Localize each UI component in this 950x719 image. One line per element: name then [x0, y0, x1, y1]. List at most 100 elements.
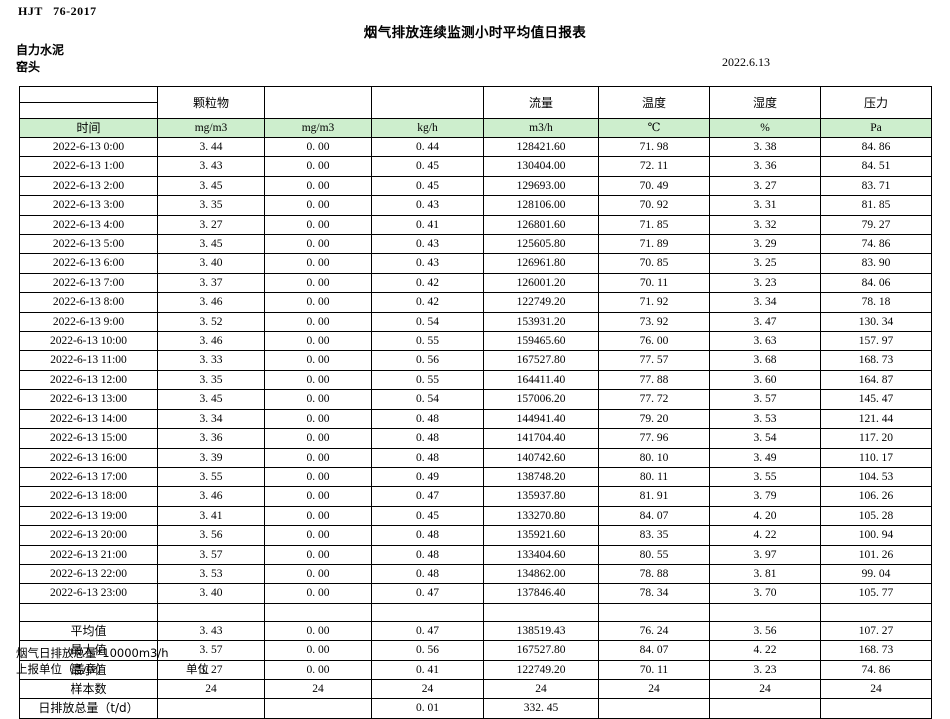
cell-temperature: 76. 00 — [598, 331, 710, 352]
cell-pressure: 79. 27 — [820, 214, 932, 236]
table-row: 2022-6-13 19:00 3. 41 0. 00 0. 45 133270.80 8… — [19, 505, 932, 527]
table-row: 2022-6-13 14:00 3. 34 0. 00 0. 48 144941.40 7… — [19, 408, 932, 430]
header-unit-pm-rate: kg/h — [371, 118, 484, 138]
cell-pressure: 105. 77 — [820, 583, 932, 604]
footer-unit-label: 单位 — [186, 662, 209, 676]
cell-flow: 137846.40 — [483, 583, 599, 604]
cell-temperature: 77. 96 — [598, 428, 710, 449]
cell-pm-conc-std: 0. 00 — [264, 428, 372, 449]
cell-pm-conc-std: 0. 00 — [264, 466, 372, 488]
cell-time: 2022-6-13 22:00 — [19, 563, 158, 585]
cell-pm-conc-std: 0. 00 — [264, 583, 372, 604]
cell-pressure: 24 — [820, 678, 932, 700]
cell-humidity: 3. 31 — [709, 195, 821, 216]
cell-pm-rate: 0. 43 — [371, 195, 484, 216]
cell-pm-conc-std: 0. 00 — [264, 175, 372, 197]
cell-humidity: 3. 56 — [709, 620, 821, 642]
cell-pm-rate: 0. 48 — [371, 563, 484, 585]
cell-flow: 332. 45 — [483, 698, 599, 719]
cell-pm-rate: 0. 47 — [371, 486, 484, 507]
cell-pressure: 110. 17 — [820, 447, 932, 468]
table-row: 2022-6-13 1:00 3. 43 0. 00 0. 45 130404.00 72… — [19, 156, 932, 177]
cell-pressure — [820, 602, 932, 622]
cell-humidity: 24 — [709, 678, 821, 700]
header-group-flow: 流量 — [483, 86, 599, 119]
report-date: 2022.6.13 — [722, 55, 770, 69]
cell-humidity: 3. 53 — [709, 408, 821, 430]
cell-time: 2022-6-13 12:00 — [19, 369, 158, 391]
cell-temperature: 70. 92 — [598, 195, 710, 216]
cell-pm-conc: 3. 33 — [157, 350, 265, 371]
table-row: 2022-6-13 7:00 3. 37 0. 00 0. 42 126001.20 70… — [19, 272, 932, 294]
cell-humidity: 4. 20 — [709, 505, 821, 527]
cell-pressure: 84. 86 — [820, 136, 932, 158]
cell-pressure: 117. 20 — [820, 428, 932, 449]
cell-flow: 126001.20 — [483, 272, 599, 294]
cell-pm-conc-std: 0. 00 — [264, 620, 372, 642]
table-row: 2022-6-13 23:00 3. 40 0. 00 0. 47 137846.40 7… — [19, 583, 932, 604]
cell-pm-rate: 0. 43 — [371, 253, 484, 274]
cell-pm-conc-std: 0. 00 — [264, 156, 372, 177]
cell-pressure: 74. 86 — [820, 234, 932, 255]
header-group-temperature: 温度 — [598, 86, 710, 119]
cell-pm-conc: 3. 27 — [157, 214, 265, 236]
table-daily-total-row: 日排放总量（t/d） 0. 01 332. 45 — [19, 698, 932, 719]
header-unit-pm-conc: mg/m3 — [157, 118, 265, 138]
cell-temperature: 70. 49 — [598, 175, 710, 197]
cell-pressure: 74. 86 — [820, 659, 932, 680]
cell-pm-rate: 0. 48 — [371, 544, 484, 565]
cell-temperature: 72. 11 — [598, 156, 710, 177]
header-blank-upper — [20, 88, 157, 103]
cell-pm-rate: 0. 42 — [371, 272, 484, 294]
cell-flow — [483, 602, 599, 622]
cell-temperature: 71. 85 — [598, 214, 710, 236]
cell-flow: 157006.20 — [483, 389, 599, 410]
organization-name: 自力水泥 — [16, 43, 65, 57]
cell-time: 2022-6-13 21:00 — [19, 544, 158, 565]
cell-pressure: 99. 04 — [820, 563, 932, 585]
cell-temperature: 78. 34 — [598, 583, 710, 604]
header-group-particulate-std — [264, 86, 372, 119]
cell-humidity: 3. 70 — [709, 583, 821, 604]
cell-pm-conc — [157, 602, 265, 622]
header-unit-flow: m3/h — [483, 118, 599, 138]
cell-pm-rate: 0. 55 — [371, 369, 484, 391]
cell-time: 2022-6-13 23:00 — [19, 583, 158, 604]
cell-flow: 133270.80 — [483, 505, 599, 527]
cell-humidity: 3. 23 — [709, 272, 821, 294]
cell-pm-conc-std: 0. 00 — [264, 640, 372, 661]
cell-flow: 129693.00 — [483, 175, 599, 197]
cell-pm-conc: 3. 34 — [157, 408, 265, 430]
cell-flow: 122749.20 — [483, 292, 599, 313]
table-row: 2022-6-13 18:00 3. 46 0. 00 0. 47 135937.80 8… — [19, 486, 932, 507]
cell-pm-rate: 0. 54 — [371, 311, 484, 333]
cell-pm-conc-std: 0. 00 — [264, 272, 372, 294]
cell-humidity: 3. 29 — [709, 234, 821, 255]
cell-flow: 134862.00 — [483, 563, 599, 585]
cell-pm-conc-std: 0. 00 — [264, 525, 372, 546]
cell-time: 2022-6-13 20:00 — [19, 525, 158, 546]
cell-temperature: 77. 88 — [598, 369, 710, 391]
header-unit-pm-conc-std: mg/m3 — [264, 118, 372, 138]
cell-time: 2022-6-13 2:00 — [19, 175, 158, 197]
table-row: 2022-6-13 0:00 3. 44 0. 00 0. 44 128421.60 71… — [19, 136, 932, 158]
cell-pm-conc: 3. 45 — [157, 175, 265, 197]
cell-pm-conc-std: 0. 00 — [264, 350, 372, 371]
cell-summary-label: 平均值 — [19, 620, 158, 642]
cell-temperature — [598, 602, 710, 622]
cell-pm-conc: 3. 52 — [157, 311, 265, 333]
cell-temperature: 73. 92 — [598, 311, 710, 333]
cell-pm-rate: 0. 49 — [371, 466, 484, 488]
cell-pm-rate: 0. 56 — [371, 350, 484, 371]
cell-pm-conc: 3. 37 — [157, 272, 265, 294]
cell-temperature: 77. 72 — [598, 389, 710, 410]
cell-time: 2022-6-13 16:00 — [19, 447, 158, 468]
cell-humidity: 3. 32 — [709, 214, 821, 236]
cell-time: 2022-6-13 8:00 — [19, 292, 158, 313]
cell-time: 2022-6-13 11:00 — [19, 350, 158, 371]
cell-humidity: 3. 57 — [709, 389, 821, 410]
cell-humidity: 3. 68 — [709, 350, 821, 371]
cell-temperature: 71. 92 — [598, 292, 710, 313]
cell-temperature: 71. 89 — [598, 234, 710, 255]
table-row: 2022-6-13 4:00 3. 27 0. 00 0. 41 126801.60 71… — [19, 214, 932, 236]
